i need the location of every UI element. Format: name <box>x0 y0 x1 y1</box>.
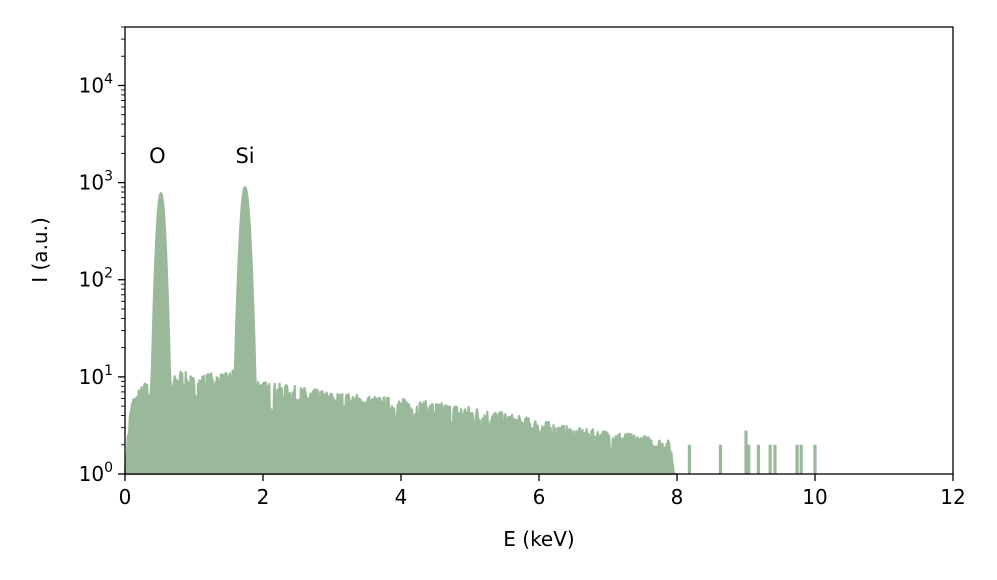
plot-area: O Si <box>123 144 817 476</box>
axes-frame <box>124 26 954 475</box>
y-tick-label: 102 <box>79 266 113 292</box>
x-tick-label: 8 <box>671 485 684 509</box>
x-tick-label: 2 <box>257 485 270 509</box>
x-tick-label: 4 <box>395 485 408 509</box>
peak-label-si: Si <box>235 144 254 168</box>
x-tick-label: 0 <box>119 485 132 509</box>
y-tick-label: 103 <box>79 169 113 195</box>
spectrum-area <box>123 185 679 476</box>
y-axis: 100 101 102 103 104 <box>79 26 125 486</box>
peak-label-o: O <box>149 144 166 168</box>
x-axis-title: E (keV) <box>503 527 574 551</box>
x-tick-label: 10 <box>802 485 827 509</box>
y-tick-label: 100 <box>79 460 113 486</box>
y-tick-label: 101 <box>79 363 113 389</box>
x-axis: 0 2 4 6 8 10 12 <box>119 474 966 509</box>
y-axis-title: I (a.u.) <box>28 217 52 283</box>
y-tick-label: 104 <box>79 71 113 97</box>
x-tick-label: 12 <box>940 485 965 509</box>
x-tick-label: 6 <box>533 485 546 509</box>
